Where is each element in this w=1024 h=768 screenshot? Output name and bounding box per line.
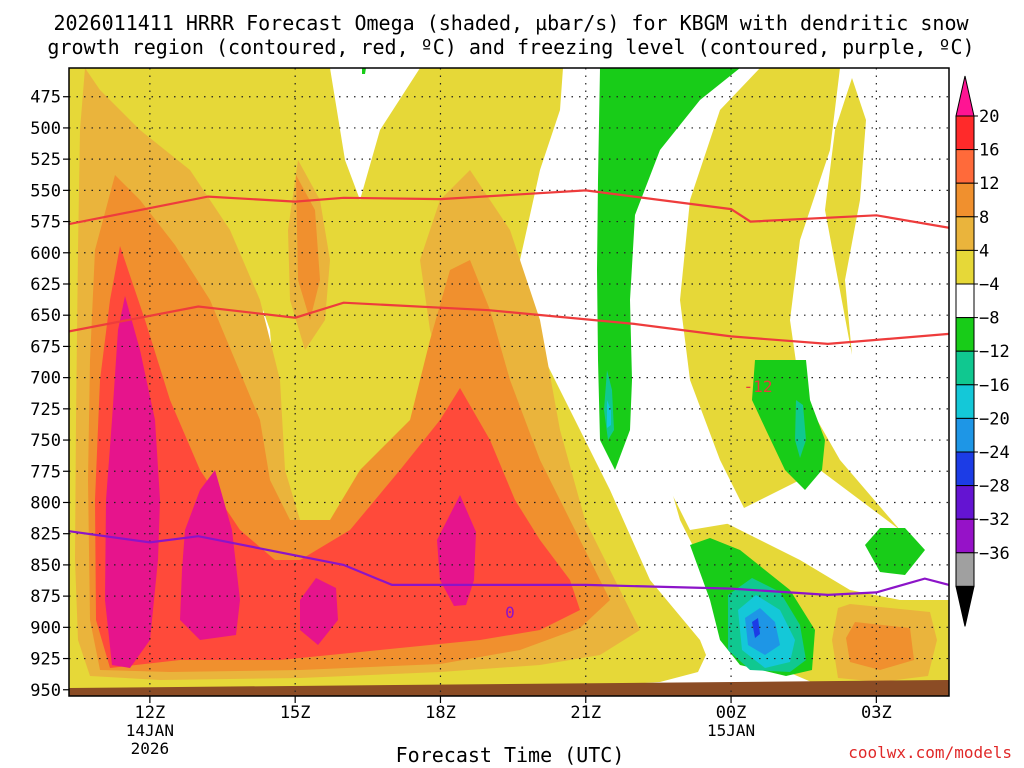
colorbar-swatch bbox=[955, 283, 975, 319]
x-tick-label: 21Z bbox=[570, 703, 601, 723]
y-tick-label: 925 bbox=[30, 650, 61, 670]
colorbar-swatch bbox=[955, 317, 975, 352]
plot-frame bbox=[68, 67, 950, 697]
colorbar-swatch bbox=[955, 115, 975, 151]
y-tick-label: 625 bbox=[30, 275, 61, 295]
colorbar-swatch bbox=[955, 552, 975, 587]
omega-20-left-secondary bbox=[180, 470, 240, 640]
x-tick-label: 18Z bbox=[425, 703, 456, 723]
colorbar-label: −28 bbox=[979, 477, 1010, 497]
colorbar-swatch bbox=[955, 451, 975, 487]
colorbar-swatch bbox=[955, 417, 975, 453]
colorbar-swatch bbox=[955, 182, 975, 218]
omega-neg12-mid-right bbox=[795, 400, 806, 458]
y-tick-label: 575 bbox=[30, 213, 61, 233]
freezing-level-label: 0 bbox=[505, 603, 515, 622]
omega-neg24-lower bbox=[752, 618, 760, 638]
y-tick-label: 500 bbox=[30, 119, 61, 139]
x-tick-year: 2026 bbox=[131, 739, 170, 758]
omega-band-neg24 bbox=[752, 618, 760, 638]
colorbar-swatch bbox=[955, 249, 975, 285]
x-tick-label: 00Z bbox=[716, 703, 747, 723]
x-tick-label: 12Z bbox=[135, 703, 166, 723]
dgz-bottom-contour bbox=[69, 301, 949, 346]
omega-12-lower-right bbox=[846, 622, 914, 670]
x-tick-label: 15Z bbox=[280, 703, 311, 723]
contours bbox=[69, 189, 949, 597]
colorbar-swatch bbox=[955, 384, 975, 419]
y-axis: 475 500 525 550 575 600 625 650 675 700 725 750 775 8… bbox=[30, 88, 69, 701]
colorbar-swatch bbox=[955, 518, 975, 554]
omega-20-mid bbox=[437, 495, 476, 606]
y-tick-label: 900 bbox=[30, 618, 61, 638]
y-tick-label: 550 bbox=[30, 181, 61, 201]
y-tick-label: 725 bbox=[30, 400, 61, 420]
x-tick-date: 15JAN bbox=[707, 721, 755, 740]
omega-band-neg20 bbox=[745, 608, 780, 655]
colorbar-swatch bbox=[955, 485, 975, 520]
colorbar-swatch bbox=[955, 216, 975, 251]
credit-link[interactable]: coolwx.com/models bbox=[848, 743, 1012, 762]
colorbar-label: −36 bbox=[979, 544, 1010, 564]
omega-neg8-sliver bbox=[362, 68, 366, 74]
x-tick-date: 14JAN bbox=[126, 721, 174, 740]
colorbar: 20 16 12 8 4 −4 −8 −12 −16 −20 −24 −28 −32 −36 bbox=[955, 75, 1010, 627]
x-tick-label: 03Z bbox=[861, 703, 892, 723]
colorbar-label: −16 bbox=[979, 376, 1010, 396]
x-axis-label: Forecast Time (UTC) bbox=[396, 743, 625, 767]
y-tick-label: 825 bbox=[30, 525, 61, 545]
ground-surface bbox=[69, 680, 949, 696]
colorbar-label: −32 bbox=[979, 510, 1010, 530]
y-tick-label: 600 bbox=[30, 244, 61, 264]
omega-band-20 bbox=[105, 296, 476, 668]
colorbar-label: −24 bbox=[979, 443, 1010, 463]
colorbar-top-arrow bbox=[955, 75, 975, 117]
colorbar-label: −20 bbox=[979, 409, 1010, 429]
omega-neg8-mid-right bbox=[752, 360, 825, 490]
colorbar-label: 16 bbox=[979, 141, 999, 161]
omega-20-left-column bbox=[105, 296, 160, 668]
colorbar-label: 4 bbox=[979, 241, 989, 261]
colorbar-bottom-arrow bbox=[955, 585, 975, 627]
y-tick-label: 475 bbox=[30, 88, 61, 108]
y-tick-label: 775 bbox=[30, 462, 61, 482]
colorbar-label: −12 bbox=[979, 342, 1010, 362]
omega-neg8-right-blob bbox=[865, 528, 925, 575]
y-tick-label: 675 bbox=[30, 337, 61, 357]
omega-20-low-center bbox=[300, 578, 338, 645]
y-tick-label: 525 bbox=[30, 150, 61, 170]
y-tick-label: 750 bbox=[30, 431, 61, 451]
colorbar-swatch bbox=[955, 149, 975, 184]
freezing-level-contour bbox=[69, 530, 949, 597]
chart-title-line2: growth region (contoured, red, ºC) and f… bbox=[47, 35, 974, 59]
omega-neg8-column bbox=[597, 68, 740, 470]
omega-neg20-lower bbox=[745, 608, 780, 655]
colorbar-label: −8 bbox=[979, 309, 999, 329]
colorbar-label: 20 bbox=[979, 107, 999, 127]
colorbar-label: −4 bbox=[979, 275, 999, 295]
y-tick-label: 950 bbox=[30, 681, 61, 701]
dgz-contour-label: -12 bbox=[744, 377, 773, 396]
y-tick-label: 650 bbox=[30, 306, 61, 326]
colorbar-label: 8 bbox=[979, 208, 989, 228]
y-tick-label: 875 bbox=[30, 587, 61, 607]
plot-area bbox=[69, 68, 949, 696]
y-tick-label: 700 bbox=[30, 369, 61, 389]
chart-title-line1: 2026011411 HRRR Forecast Omega (shaded, … bbox=[53, 11, 969, 35]
y-tick-label: 800 bbox=[30, 493, 61, 513]
omega-neg16-column bbox=[607, 400, 611, 428]
colorbar-label: 12 bbox=[979, 174, 999, 194]
omega-neutral-top-center bbox=[330, 68, 420, 200]
y-tick-label: 850 bbox=[30, 556, 61, 576]
dgz-top-contour bbox=[69, 189, 949, 229]
colorbar-swatch bbox=[955, 350, 975, 386]
